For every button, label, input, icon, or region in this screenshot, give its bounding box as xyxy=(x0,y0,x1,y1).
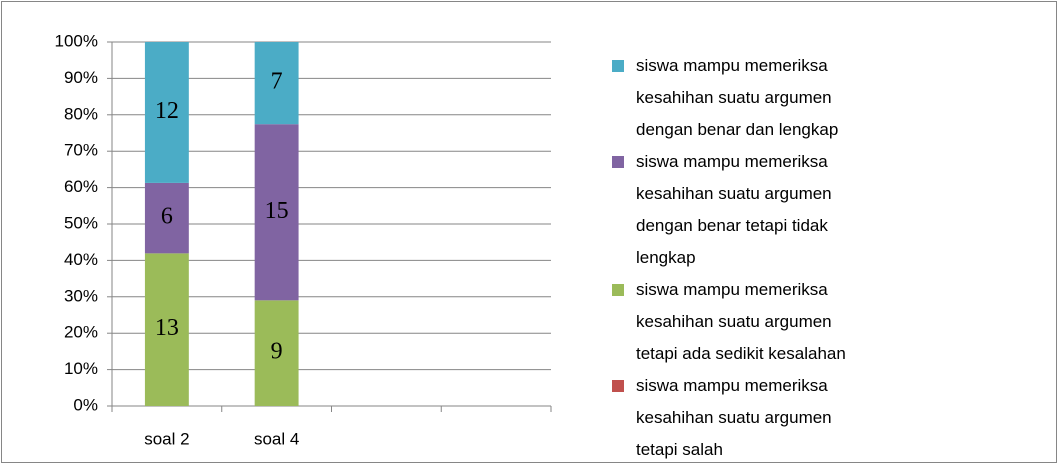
legend-item: siswa mampu memeriksa kesahihan suatu ar… xyxy=(612,274,857,370)
legend-swatch xyxy=(612,60,624,72)
bar-segment xyxy=(144,182,189,254)
data-label: 15 xyxy=(265,198,289,224)
legend-label: siswa mampu memeriksa kesahihan suatu ar… xyxy=(636,280,846,363)
y-tick-label: 60% xyxy=(64,177,98,196)
y-tick-label: 100% xyxy=(55,31,98,50)
legend-label: siswa mampu memeriksa kesahihan suatu ar… xyxy=(636,152,832,267)
y-tick-label: 70% xyxy=(64,141,98,160)
legend-label: siswa mampu memeriksa kesahihan suatu ar… xyxy=(636,56,839,139)
y-tick-label: 30% xyxy=(64,286,98,305)
y-tick-label: 40% xyxy=(64,250,98,269)
x-tick-label: soal 2 xyxy=(144,429,189,448)
bar-segment xyxy=(254,42,299,125)
bar-segment xyxy=(144,42,189,183)
data-label: 13 xyxy=(155,315,179,341)
y-tick-label: 20% xyxy=(64,323,98,342)
legend-swatch xyxy=(612,156,624,168)
y-tick-label: 10% xyxy=(64,359,98,378)
bar-segment xyxy=(254,300,299,406)
bar-segment xyxy=(144,253,189,406)
y-tick-label: 50% xyxy=(64,213,98,232)
x-tick-label: soal 4 xyxy=(254,429,299,448)
legend-item: siswa mampu memeriksa kesahihan suatu ar… xyxy=(612,146,857,274)
y-tick-label: 0% xyxy=(73,395,98,414)
data-label: 12 xyxy=(155,98,179,124)
legend-label: siswa mampu memeriksa kesahihan suatu ar… xyxy=(636,376,832,459)
bar-segment xyxy=(254,124,299,301)
data-label: 9 xyxy=(271,339,283,365)
legend: siswa mampu memeriksa kesahihan suatu ar… xyxy=(612,50,857,464)
data-label: 7 xyxy=(271,69,283,95)
legend-item: siswa mampu memeriksa kesahihan suatu ar… xyxy=(612,50,857,146)
legend-swatch xyxy=(612,284,624,296)
data-label: 6 xyxy=(161,204,173,230)
y-tick-label: 90% xyxy=(64,68,98,87)
legend-item: siswa mampu memeriksa kesahihan suatu ar… xyxy=(612,370,857,464)
legend-swatch xyxy=(612,380,624,392)
y-tick-label: 80% xyxy=(64,104,98,123)
